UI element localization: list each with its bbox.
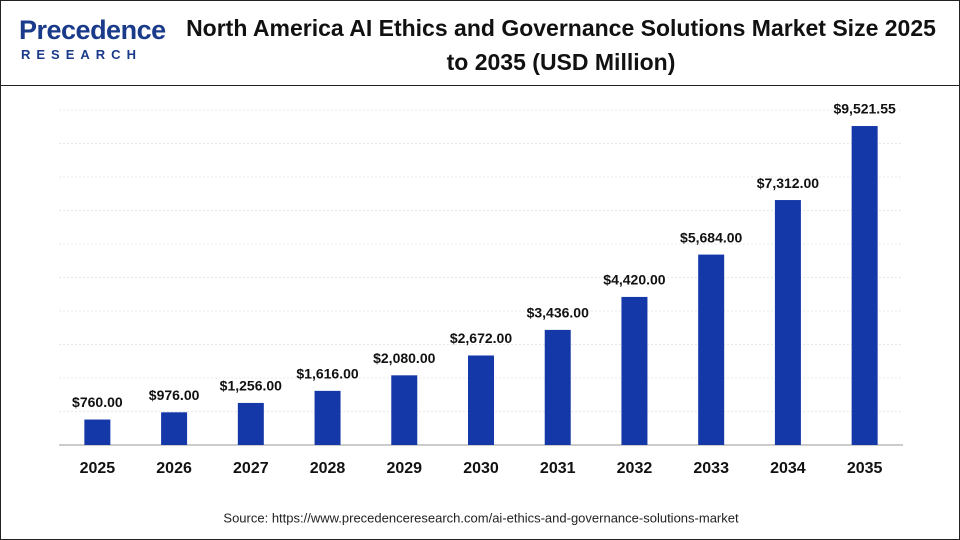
logo-name: Precedence [19, 15, 166, 45]
bar [314, 390, 341, 445]
value-label: $760.00 [72, 394, 123, 410]
x-tick-label: 2030 [463, 460, 499, 477]
x-tick-label: 2032 [617, 460, 653, 477]
bar [851, 126, 878, 445]
value-label: $1,616.00 [296, 366, 358, 382]
value-label: $2,672.00 [450, 330, 512, 346]
x-tick-label: 2029 [386, 460, 422, 477]
x-tick-label: 2033 [693, 460, 729, 477]
x-tick-label: 2028 [310, 460, 346, 477]
value-label: $7,312.00 [757, 175, 819, 191]
value-label: $1,256.00 [220, 378, 282, 394]
x-tick-label: 2026 [156, 460, 192, 477]
value-label: $976.00 [149, 387, 200, 403]
bar [237, 402, 264, 445]
header-rule [1, 85, 959, 86]
bar [621, 296, 648, 445]
bar [468, 355, 494, 445]
bar [84, 419, 111, 445]
x-tick-label: 2025 [80, 460, 116, 477]
source: Source: https://www.precedenceresearch.c… [223, 510, 739, 525]
bar [391, 375, 418, 445]
chart-title: North America AI Ethics and Governance S… [186, 15, 936, 75]
value-label: $2,080.00 [373, 350, 435, 366]
x-tick-label: 2034 [770, 460, 806, 477]
bar [698, 254, 725, 445]
bar [774, 200, 801, 445]
value-label: $9,521.55 [833, 101, 895, 117]
x-tick-label: 2031 [540, 460, 576, 477]
x-tick-label: 2027 [233, 460, 269, 477]
value-label: $4,420.00 [603, 272, 665, 288]
value-label: $5,684.00 [680, 229, 742, 245]
logo-sub: RESEARCH [21, 47, 142, 62]
x-tick-label: 2035 [847, 460, 883, 477]
value-label: $3,436.00 [527, 305, 589, 321]
bar [161, 412, 188, 445]
bar [544, 329, 571, 445]
